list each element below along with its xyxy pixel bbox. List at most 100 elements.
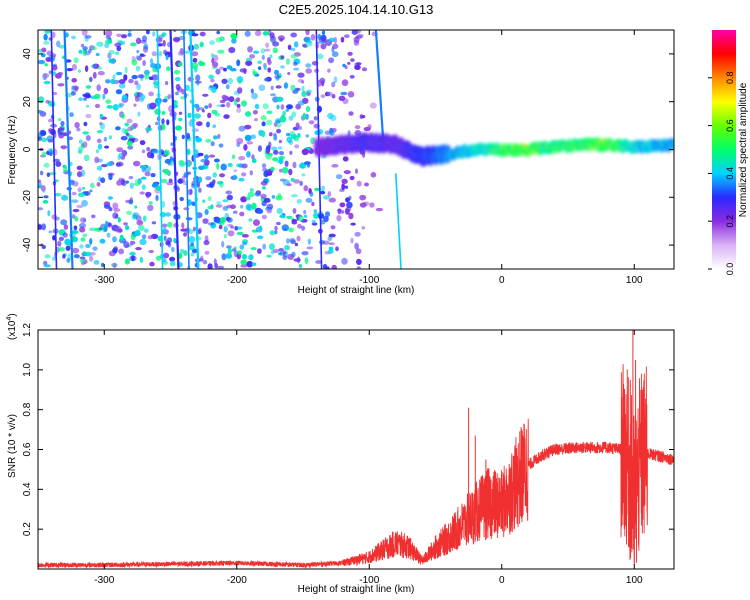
noise-blob: [302, 113, 307, 120]
noise-blob: [216, 30, 221, 35]
noise-blob: [112, 247, 118, 254]
y-tick-label: 40: [22, 48, 33, 60]
noise-blob: [202, 93, 209, 97]
noise-blob: [38, 136, 42, 142]
noise-blob: [361, 226, 366, 230]
noise-blob: [85, 244, 91, 248]
noise-blob: [290, 47, 296, 52]
y-tick-label: 0.6: [22, 442, 33, 456]
noise-blob: [299, 180, 304, 187]
noise-blob: [142, 215, 147, 222]
noise-blob: [124, 258, 130, 265]
noise-blob: [364, 182, 369, 187]
noise-blob: [38, 110, 43, 114]
noise-blob: [83, 121, 88, 127]
noise-blob: [346, 201, 353, 209]
noise-blob: [375, 207, 384, 212]
noise-blob: [91, 214, 96, 219]
noise-blob: [56, 40, 61, 48]
noise-blob: [141, 167, 146, 173]
noise-blob: [316, 53, 324, 60]
noise-blob: [187, 112, 192, 119]
noise-blob: [43, 80, 51, 85]
noise-blob: [103, 87, 109, 95]
noise-blob: [40, 185, 46, 192]
noise-blob: [100, 177, 106, 184]
noise-blob: [60, 145, 68, 150]
noise-blob: [263, 197, 271, 203]
noise-blob: [227, 77, 233, 85]
noise-blob: [85, 85, 92, 89]
noise-blob: [148, 76, 154, 81]
noise-blob: [166, 237, 173, 244]
noise-blob: [51, 31, 56, 39]
noise-blob: [335, 174, 343, 180]
noise-blob: [296, 235, 301, 242]
noise-blob: [329, 114, 337, 122]
noise-blob: [131, 59, 138, 66]
noise-blob: [103, 136, 108, 142]
noise-blob: [282, 250, 287, 254]
noise-blob: [115, 89, 123, 95]
noise-blob: [166, 181, 174, 186]
noise-blob: [275, 85, 282, 89]
noise-blob: [119, 234, 124, 241]
noise-blob: [130, 42, 137, 47]
noise-blob: [91, 64, 97, 69]
noise-blob: [265, 152, 272, 160]
noise-blob: [63, 224, 69, 230]
noise-blob: [114, 51, 120, 55]
noise-blob: [280, 104, 285, 110]
noise-blob: [85, 135, 91, 141]
noise-blob: [311, 219, 316, 224]
noise-blob: [225, 190, 233, 195]
noise-blob: [206, 121, 210, 128]
noise-blob: [106, 105, 113, 109]
noise-blob: [212, 172, 217, 178]
noise-blob: [310, 137, 316, 145]
noise-blob: [71, 35, 77, 40]
noise-blob: [180, 228, 188, 232]
noise-blob: [163, 235, 167, 241]
noise-blob: [39, 170, 44, 176]
noise-blob: [79, 222, 86, 229]
noise-blob: [288, 115, 294, 121]
noise-blob: [55, 161, 62, 167]
noise-blob: [282, 255, 288, 260]
noise-blob: [341, 257, 348, 265]
noise-blob: [102, 93, 106, 100]
noise-blob: [123, 74, 128, 81]
noise-blob: [88, 255, 94, 262]
noise-blob: [261, 121, 266, 127]
streak: [183, 30, 190, 269]
noise-blob: [370, 172, 377, 178]
noise-blob: [127, 32, 132, 37]
noise-blob: [76, 127, 81, 132]
noise-blob: [328, 37, 336, 42]
noise-blob: [359, 194, 367, 201]
noise-blob: [278, 151, 284, 156]
noise-blob: [217, 181, 224, 185]
noise-blob: [227, 162, 233, 168]
noise-blob: [118, 79, 126, 84]
noise-blob: [280, 65, 285, 69]
noise-blob: [198, 187, 202, 193]
noise-blob: [320, 43, 327, 50]
noise-blob: [345, 208, 350, 215]
noise-blob: [347, 51, 353, 56]
noise-blob: [165, 212, 171, 217]
noise-blob: [112, 74, 116, 80]
noise-blob: [42, 73, 50, 78]
noise-blob: [105, 79, 111, 84]
noise-blob: [94, 103, 101, 109]
noise-blob: [183, 250, 188, 256]
noise-blob: [197, 152, 204, 157]
noise-blob: [264, 48, 271, 52]
noise-blob: [225, 253, 233, 259]
noise-blob: [305, 63, 312, 68]
noise-blob: [126, 140, 133, 146]
noise-blob: [38, 207, 44, 211]
x-tick-label: 0: [499, 575, 505, 586]
noise-blob: [76, 165, 83, 171]
noise-blob: [130, 233, 136, 241]
